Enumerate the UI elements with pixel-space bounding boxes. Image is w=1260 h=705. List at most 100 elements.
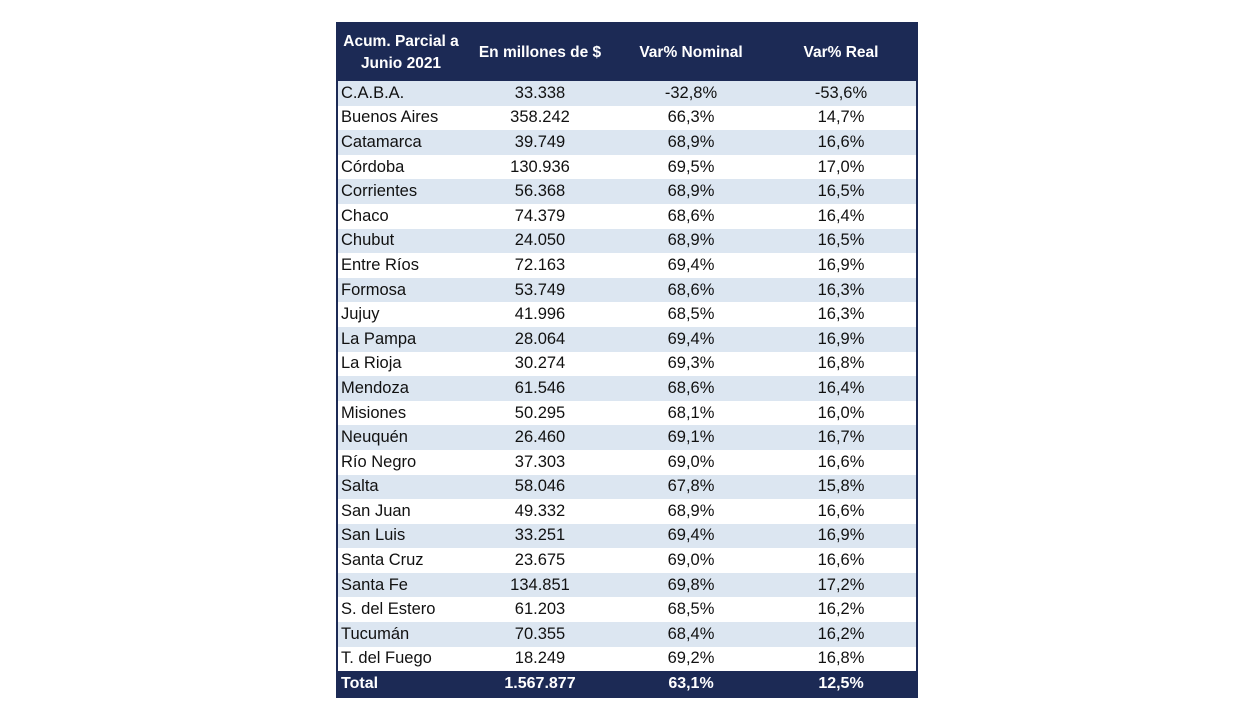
table-cell: Chubut — [341, 231, 395, 250]
table-cell: 69,3% — [667, 354, 715, 373]
table-cell: 18.249 — [514, 649, 566, 668]
table-cell: San Luis — [341, 526, 406, 545]
table-row: S. del Estero 61.203 68,5% 16,2% — [337, 597, 917, 623]
table-row: Jujuy 41.996 68,5% 16,3% — [337, 302, 917, 327]
table-cell: Corrientes — [341, 182, 418, 201]
table-row: Santa Fe 134.851 69,8% 17,2% — [337, 572, 917, 598]
table-cell: Catamarca — [341, 132, 422, 151]
table-cell: 130.936 — [510, 157, 570, 176]
table-cell: 16,0% — [817, 403, 865, 422]
table-cell: 16,2% — [817, 600, 865, 619]
table-cell: 68,9% — [667, 501, 715, 520]
table-cell: 68,1% — [667, 403, 715, 422]
table-cell: 16,9% — [817, 329, 865, 348]
table-cell: Jujuy — [341, 305, 380, 324]
table-cell: 16,9% — [817, 255, 865, 274]
table-row: San Luis 33.251 69,4% 16,9% — [337, 523, 917, 549]
header-row: Acum. Parcial a Junio 2021 En millones de… — [337, 23, 917, 81]
table-cell: 28.064 — [514, 329, 566, 348]
table-cell: 66,3% — [667, 108, 715, 127]
table-cell: 68,6% — [667, 378, 715, 397]
table-cell: 68,5% — [667, 305, 715, 324]
table-cell: 68,4% — [667, 624, 715, 643]
table-body: C.A.B.A. 33.338 -32,8% -53,6% Buenos Aires 35… — [337, 81, 917, 672]
table-cell: 49.332 — [514, 501, 566, 520]
table-cell: Neuquén — [341, 428, 408, 447]
table-cell: 68,9% — [667, 182, 715, 201]
table-cell: Salta — [341, 477, 379, 496]
table-cell: 69,0% — [667, 551, 715, 570]
table-cell: C.A.B.A. — [341, 83, 405, 102]
table-cell: La Pampa — [341, 329, 417, 348]
table-cell: 58.046 — [514, 477, 566, 496]
table-cell: 61.546 — [514, 378, 566, 397]
table-row: Entre Ríos 72.163 69,4% 16,9% — [337, 253, 917, 278]
table-cell: Buenos Aires — [341, 108, 439, 127]
table-cell: 68,9% — [667, 132, 715, 151]
table-cell: 69,4% — [667, 329, 715, 348]
table-row: Chubut 24.050 68,9% 16,5% — [337, 228, 917, 254]
table-row: Chaco 74.379 68,6% 16,4% — [337, 203, 917, 229]
table-row: Misiones 50.295 68,1% 16,0% — [337, 400, 917, 426]
table-row: Tucumán 70.355 68,4% 16,2% — [337, 622, 917, 647]
table-cell: 68,6% — [667, 280, 715, 299]
table-cell: 68,5% — [667, 600, 715, 619]
table-cell: 16,5% — [817, 231, 865, 250]
table-cell: 16,4% — [817, 378, 865, 397]
table-row: Buenos Aires 358.242 66,3% 14,7% — [337, 105, 917, 131]
table-cell: -53,6% — [814, 83, 868, 102]
table-cell: 16,3% — [817, 280, 865, 299]
table-row: Catamarca 39.749 68,9% 16,6% — [337, 130, 917, 155]
table-cell: 16,6% — [817, 452, 865, 471]
table-cell: S. del Estero — [341, 600, 436, 619]
table-cell: 69,8% — [667, 575, 715, 594]
table-cell: Río Negro — [341, 452, 417, 471]
table-cell: 69,2% — [667, 649, 715, 668]
revenue-table: Acum. Parcial a Junio 2021 En millones de… — [336, 22, 918, 699]
table-cell: 69,0% — [667, 452, 715, 471]
table-row: Formosa 53.749 68,6% 16,3% — [337, 277, 917, 303]
table-cell: Formosa — [341, 280, 407, 299]
header-cell: Var% Nominal — [616, 23, 766, 81]
table-cell: 14,7% — [817, 108, 865, 127]
table-cell: 53.749 — [514, 280, 566, 299]
table-cell: 69,4% — [667, 526, 715, 545]
table-cell: 41.996 — [514, 305, 566, 324]
table-cell: 16,3% — [817, 305, 865, 324]
header-cell: En millones de $ — [464, 23, 616, 81]
table-cell: 33.251 — [514, 526, 566, 545]
table-cell: 68,6% — [667, 206, 715, 225]
table-cell: 69,4% — [667, 255, 715, 274]
table-cell: 39.749 — [514, 132, 566, 151]
table-cell: T. del Fuego — [341, 649, 432, 668]
table-cell: Entre Ríos — [341, 255, 419, 274]
table-cell: 16,5% — [817, 182, 865, 201]
table-cell: 37.303 — [514, 452, 566, 471]
table-cell: 16,6% — [817, 132, 865, 151]
table-cell: 26.460 — [514, 428, 566, 447]
table-cell: 16,9% — [817, 526, 865, 545]
table-cell: Santa Fe — [341, 575, 408, 594]
table-cell: 15,8% — [817, 477, 865, 496]
total-cell: 63,1% — [616, 671, 766, 698]
table-cell: 16,8% — [817, 649, 865, 668]
table-cell: 16,6% — [817, 501, 865, 520]
table-cell: 16,2% — [817, 624, 865, 643]
total-cell: Total — [337, 671, 464, 698]
table-cell: 69,1% — [667, 428, 715, 447]
table-cell: -32,8% — [664, 83, 718, 102]
table-row: La Pampa 28.064 69,4% 16,9% — [337, 326, 917, 352]
table-footer: Total 1.567.877 63,1% 12,5% — [337, 671, 917, 698]
table-cell: 134.851 — [510, 575, 570, 594]
table-cell: 56.368 — [514, 182, 566, 201]
table-cell: 61.203 — [514, 600, 566, 619]
table-cell: San Juan — [341, 501, 411, 520]
table-row: Neuquén 26.460 69,1% 16,7% — [337, 425, 917, 450]
table-cell: 23.675 — [514, 551, 566, 570]
table-cell: 70.355 — [514, 624, 566, 643]
table-cell: 17,0% — [817, 157, 865, 176]
table-row: Salta 58.046 67,8% 15,8% — [337, 474, 917, 500]
table-cell: 30.274 — [514, 354, 566, 373]
table-cell: 72.163 — [514, 255, 566, 274]
